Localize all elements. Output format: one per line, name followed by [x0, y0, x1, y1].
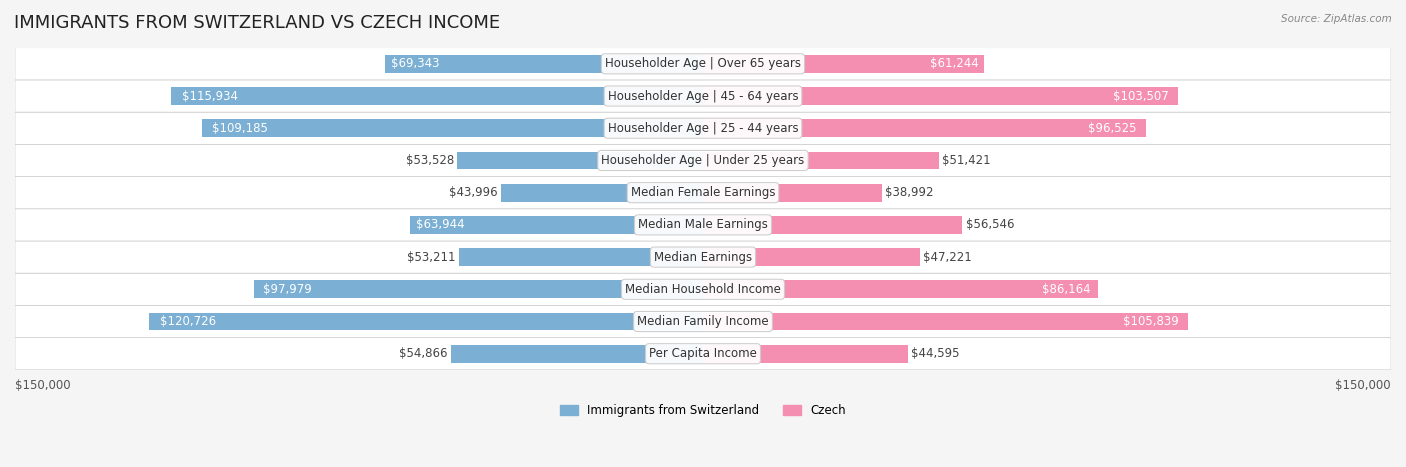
Bar — [458, 248, 703, 266]
Text: $150,000: $150,000 — [1336, 380, 1391, 392]
FancyBboxPatch shape — [15, 273, 1391, 305]
FancyBboxPatch shape — [15, 144, 1391, 177]
FancyBboxPatch shape — [15, 241, 1391, 273]
Text: $54,866: $54,866 — [399, 347, 449, 360]
Bar — [253, 281, 703, 298]
FancyBboxPatch shape — [15, 80, 1391, 112]
Bar — [172, 87, 703, 105]
Text: $56,546: $56,546 — [966, 219, 1014, 231]
Text: $53,211: $53,211 — [406, 251, 456, 263]
FancyBboxPatch shape — [15, 305, 1391, 338]
Text: $115,934: $115,934 — [181, 90, 238, 103]
Text: IMMIGRANTS FROM SWITZERLAND VS CZECH INCOME: IMMIGRANTS FROM SWITZERLAND VS CZECH INC… — [14, 14, 501, 32]
Text: $103,507: $103,507 — [1112, 90, 1168, 103]
Text: Median Household Income: Median Household Income — [626, 283, 780, 296]
Bar — [149, 312, 703, 330]
Text: Median Female Earnings: Median Female Earnings — [631, 186, 775, 199]
Text: Median Male Earnings: Median Male Earnings — [638, 219, 768, 231]
Text: $109,185: $109,185 — [212, 122, 269, 134]
Text: Householder Age | Over 65 years: Householder Age | Over 65 years — [605, 57, 801, 71]
Bar — [457, 152, 703, 170]
Bar — [703, 152, 939, 170]
FancyBboxPatch shape — [15, 48, 1391, 80]
Text: $51,421: $51,421 — [942, 154, 991, 167]
Bar — [385, 55, 703, 73]
Text: $97,979: $97,979 — [263, 283, 311, 296]
Bar — [202, 120, 703, 137]
Bar — [703, 55, 984, 73]
Text: Householder Age | 25 - 44 years: Householder Age | 25 - 44 years — [607, 122, 799, 134]
Bar — [703, 345, 907, 362]
Bar — [703, 312, 1188, 330]
Bar — [703, 216, 962, 234]
Bar — [409, 216, 703, 234]
FancyBboxPatch shape — [15, 112, 1391, 144]
Text: Median Family Income: Median Family Income — [637, 315, 769, 328]
Bar — [703, 281, 1098, 298]
Text: Median Earnings: Median Earnings — [654, 251, 752, 263]
Text: $38,992: $38,992 — [886, 186, 934, 199]
Text: $44,595: $44,595 — [911, 347, 959, 360]
Text: $69,343: $69,343 — [391, 57, 440, 71]
Text: Householder Age | 45 - 64 years: Householder Age | 45 - 64 years — [607, 90, 799, 103]
Text: $150,000: $150,000 — [15, 380, 70, 392]
Text: Householder Age | Under 25 years: Householder Age | Under 25 years — [602, 154, 804, 167]
Text: $96,525: $96,525 — [1088, 122, 1137, 134]
Text: $53,528: $53,528 — [406, 154, 454, 167]
Legend: Immigrants from Switzerland, Czech: Immigrants from Switzerland, Czech — [555, 399, 851, 422]
Text: Per Capita Income: Per Capita Income — [650, 347, 756, 360]
Text: Source: ZipAtlas.com: Source: ZipAtlas.com — [1281, 14, 1392, 24]
Bar — [703, 120, 1146, 137]
Text: $120,726: $120,726 — [160, 315, 217, 328]
Bar — [703, 248, 920, 266]
FancyBboxPatch shape — [15, 338, 1391, 370]
FancyBboxPatch shape — [15, 209, 1391, 241]
FancyBboxPatch shape — [15, 177, 1391, 209]
Bar — [703, 184, 882, 201]
Bar — [501, 184, 703, 201]
Text: $86,164: $86,164 — [1042, 283, 1090, 296]
Text: $47,221: $47,221 — [922, 251, 972, 263]
Text: $43,996: $43,996 — [449, 186, 498, 199]
Text: $61,244: $61,244 — [929, 57, 979, 71]
Text: $105,839: $105,839 — [1123, 315, 1178, 328]
Text: $63,944: $63,944 — [416, 219, 464, 231]
Bar — [451, 345, 703, 362]
Bar — [703, 87, 1178, 105]
